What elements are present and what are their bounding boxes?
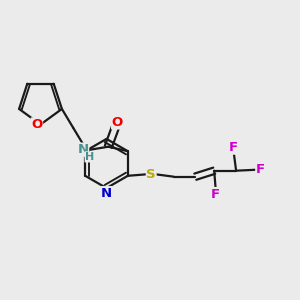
Text: F: F — [211, 188, 220, 201]
Text: S: S — [146, 168, 156, 181]
Text: F: F — [229, 141, 238, 154]
Text: N: N — [77, 143, 89, 156]
Text: H: H — [85, 152, 94, 162]
Text: O: O — [31, 118, 43, 131]
Text: F: F — [256, 163, 265, 176]
Text: N: N — [101, 187, 112, 200]
Text: O: O — [112, 116, 123, 129]
